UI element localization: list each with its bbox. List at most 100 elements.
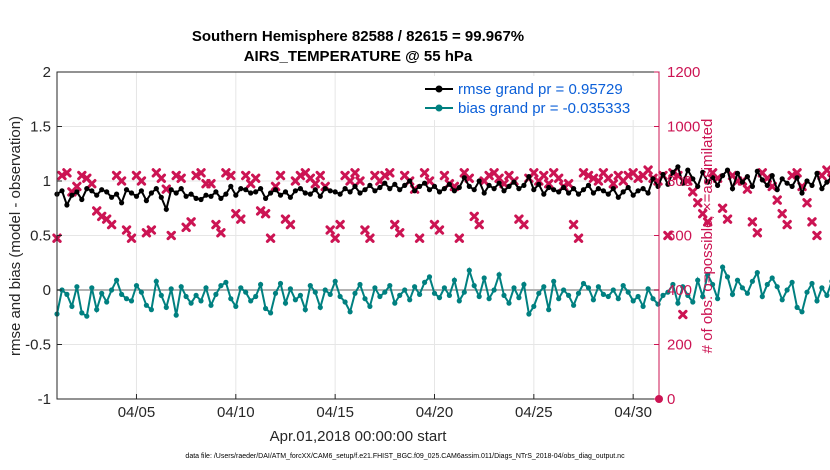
obs-assimilated-point — [782, 219, 792, 230]
obs-x-mark — [544, 179, 554, 189]
obs-assimilated-point — [77, 170, 87, 181]
obs-assimilated-point — [216, 228, 226, 238]
bias-point — [600, 291, 607, 297]
rmse-point — [362, 187, 368, 193]
rmse-point — [248, 190, 254, 196]
obs-assimilated-point — [643, 165, 653, 175]
y-right-tick-label: 1000 — [667, 119, 700, 136]
obs-x-mark — [643, 165, 653, 175]
legend-box — [420, 76, 655, 120]
rmse-point — [809, 182, 815, 188]
rmse-point — [685, 167, 691, 173]
bias-point — [158, 292, 164, 298]
rmse-point — [784, 180, 790, 186]
rmse-point — [724, 167, 731, 173]
bias-point — [203, 285, 209, 291]
rmse-point — [819, 186, 825, 192]
obs-x-mark — [161, 184, 171, 194]
obs-assimilated-point — [608, 179, 619, 189]
bias-point — [531, 303, 537, 309]
rmse-point — [123, 187, 130, 193]
obs-x-mark — [106, 219, 117, 230]
rmse-point — [700, 169, 706, 175]
obs-assimilated-point — [742, 184, 753, 194]
rmse-point — [710, 175, 716, 181]
bias-point — [317, 304, 323, 310]
bias-point — [153, 278, 159, 284]
bias-point — [715, 296, 721, 302]
y-right-tick-label: 200 — [667, 337, 692, 354]
obs-assimilated-point — [156, 173, 167, 183]
obs-x-mark — [782, 219, 792, 230]
rmse-point — [476, 178, 482, 184]
obs-assimilated-point — [563, 179, 574, 189]
obs-x-mark — [330, 233, 340, 243]
rmse-point — [322, 186, 328, 192]
obs-x-mark — [186, 217, 196, 227]
bias-point — [769, 275, 775, 281]
bias-point — [248, 298, 254, 304]
bias-point — [397, 292, 403, 298]
y-ticks-right: 0 200 400 600 800 1000 1200 — [654, 64, 700, 408]
rmse-point — [153, 186, 159, 192]
x-axis-label: Apr.01,2018 00:00:00 start — [270, 428, 448, 445]
obs-x-mark — [742, 184, 753, 194]
bias-point — [426, 274, 433, 280]
rmse-layer — [54, 164, 830, 213]
bias-point — [541, 284, 547, 290]
rmse-point — [456, 184, 462, 191]
obs-assimilated-point — [752, 228, 763, 238]
rmse-point — [426, 187, 433, 193]
obs-assimilated-point — [693, 198, 703, 208]
rmse-point — [630, 192, 636, 198]
rmse-point — [128, 190, 135, 196]
bias-point — [690, 299, 696, 305]
obs-assimilated-point — [588, 173, 599, 183]
obs-assimilated-point — [777, 209, 787, 219]
obs-assimilated-point — [544, 179, 554, 189]
obs-x-mark — [236, 214, 246, 224]
obs-assimilated-point — [395, 228, 405, 238]
obs-assimilated-point — [171, 170, 181, 181]
obs-x-mark — [295, 170, 306, 181]
obs-x-mark — [260, 209, 271, 219]
bias-point — [223, 279, 229, 285]
bias-point — [263, 305, 269, 312]
bias-point — [754, 270, 760, 276]
bias-point — [99, 290, 105, 296]
rmse-point — [566, 190, 572, 196]
obs-x-mark — [141, 228, 152, 238]
rmse-point — [431, 183, 438, 189]
obs-assimilated-point — [747, 217, 758, 227]
rmse-point — [327, 188, 333, 194]
rmse-point — [233, 192, 239, 198]
rmse-point — [690, 176, 696, 182]
y-tick-label: 0.5 — [30, 228, 51, 245]
bias-point — [640, 303, 646, 309]
obs-assimilated-point — [315, 170, 325, 181]
y-tick-label: -0.5 — [25, 337, 51, 354]
rmse-point — [759, 177, 765, 183]
obs-assimilated-point — [116, 176, 127, 186]
bias-point — [580, 280, 587, 287]
bias-point — [734, 277, 741, 283]
obs-assimilated-point — [583, 170, 594, 181]
rmse-point — [620, 189, 626, 195]
obs-x-mark — [335, 219, 345, 230]
bias-point — [148, 307, 154, 313]
obs-x-mark — [116, 176, 127, 186]
bias-point — [312, 289, 318, 295]
obs-x-mark — [693, 198, 703, 208]
rmse-point — [138, 188, 144, 194]
obs-x-mark — [360, 225, 370, 235]
obs-x-mark — [166, 230, 176, 241]
rmse-point — [173, 190, 179, 196]
rmse-point — [89, 188, 95, 194]
obs-x-mark — [285, 219, 296, 230]
obs-x-mark — [62, 168, 72, 178]
obs-x-mark — [593, 176, 604, 186]
obs-assimilated-point — [464, 173, 474, 183]
bias-point — [680, 284, 686, 290]
rmse-point — [64, 202, 70, 208]
bias-point — [198, 298, 204, 304]
